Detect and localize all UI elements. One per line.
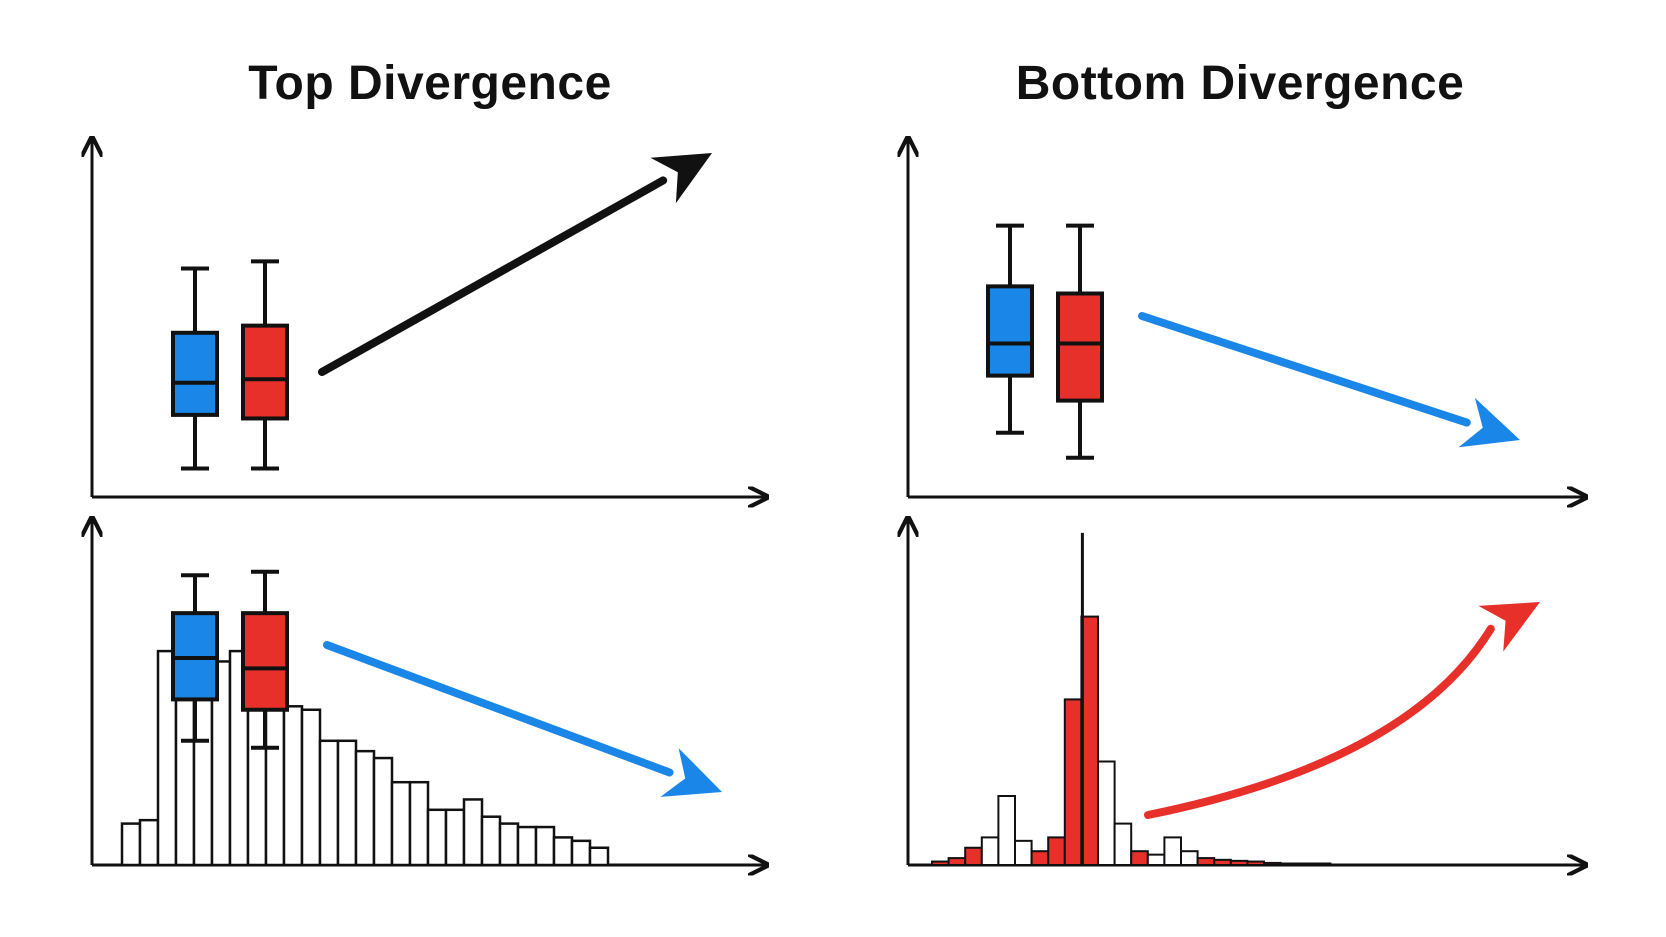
bl-histogram bbox=[120, 649, 610, 867]
bl-boxplot-red-box bbox=[241, 611, 289, 712]
tl-boxplot-blue-box bbox=[171, 330, 219, 417]
panel-bottom-left bbox=[92, 520, 765, 865]
bl-histogram-bar bbox=[516, 825, 538, 867]
br-histogram-bar bbox=[1279, 862, 1299, 866]
br-histogram-bar bbox=[997, 795, 1017, 866]
tl-trend-arrow-head bbox=[650, 153, 712, 204]
bl-histogram-bar bbox=[534, 825, 556, 867]
bl-histogram-bar bbox=[282, 705, 304, 867]
br-histogram-bar bbox=[1180, 850, 1199, 867]
br-trend-arrow-shaft bbox=[1144, 624, 1495, 819]
tl-boxplot-red bbox=[241, 259, 289, 471]
bl-histogram-bar bbox=[570, 839, 592, 867]
br-histogram-bar bbox=[1246, 860, 1266, 866]
tr-boxplot-red bbox=[1056, 223, 1104, 460]
br-histogram-bar bbox=[1146, 853, 1166, 867]
tr-boxplot-blue-box bbox=[986, 284, 1034, 378]
bl-histogram-bar bbox=[390, 780, 412, 867]
br-histogram-bar bbox=[1130, 850, 1149, 867]
bl-histogram-bar bbox=[300, 708, 322, 867]
bl-histogram-bar bbox=[408, 780, 430, 867]
bl-histogram-bar bbox=[552, 836, 574, 867]
bl-histogram-bar bbox=[588, 846, 610, 867]
bl-trend-arrow bbox=[323, 641, 722, 797]
tr-trend-arrow-head bbox=[1458, 397, 1520, 448]
br-histogram-bar bbox=[1063, 698, 1083, 867]
bl-histogram-bar bbox=[120, 822, 142, 867]
panel-bottom-right bbox=[908, 520, 1584, 865]
br-histogram-bar bbox=[1263, 861, 1282, 866]
title-top-divergence: Top Divergence bbox=[248, 57, 612, 110]
tr-boxplot-red-box bbox=[1056, 291, 1104, 403]
title-bottom-divergence: Bottom Divergence bbox=[1015, 57, 1465, 110]
bl-boxplot-red bbox=[241, 569, 289, 750]
bl-boxplot-blue bbox=[171, 573, 219, 743]
br-histogram-bar bbox=[931, 860, 950, 866]
bl-histogram-bar bbox=[372, 756, 394, 867]
panel-top-right bbox=[908, 140, 1584, 497]
bl-histogram-bar bbox=[498, 822, 520, 867]
br-histogram bbox=[931, 615, 1332, 867]
br-histogram-bar bbox=[1213, 858, 1232, 867]
bl-histogram-bar bbox=[336, 739, 358, 867]
tl-boxplot-blue bbox=[171, 266, 219, 471]
br-histogram-bar bbox=[1030, 850, 1050, 867]
br-histogram-bar bbox=[980, 836, 1000, 867]
panel-top-left bbox=[92, 140, 765, 497]
bl-histogram-bar bbox=[462, 798, 484, 867]
br-histogram-bar bbox=[1296, 862, 1315, 866]
br-histogram-bar bbox=[1097, 760, 1116, 866]
br-histogram-bar bbox=[1163, 836, 1183, 867]
br-trend-arrow bbox=[1144, 602, 1540, 819]
bl-histogram-bar bbox=[138, 818, 160, 867]
tr-trend-arrow bbox=[1138, 312, 1520, 448]
br-histogram-bar bbox=[1113, 822, 1133, 866]
bl-histogram-bar bbox=[444, 808, 466, 867]
br-histogram-bar bbox=[1014, 839, 1033, 866]
tl-trend-arrow bbox=[318, 153, 712, 376]
bl-trend-arrow-head bbox=[660, 748, 722, 797]
br-histogram-bar bbox=[1196, 857, 1216, 866]
bl-histogram-bar bbox=[426, 808, 448, 867]
bl-histogram-bar bbox=[480, 815, 502, 867]
br-trend-arrow-head bbox=[1478, 602, 1540, 652]
tr-trend-arrow-shaft bbox=[1138, 312, 1471, 427]
br-histogram-bar bbox=[1047, 836, 1066, 867]
tr-boxplot-blue bbox=[986, 223, 1034, 435]
br-histogram-bar bbox=[964, 846, 983, 866]
bl-histogram-bar bbox=[354, 749, 376, 867]
tl-trend-arrow-shaft bbox=[318, 176, 668, 376]
br-histogram-bar bbox=[1229, 859, 1249, 866]
br-histogram-bar bbox=[1312, 862, 1332, 866]
bl-trend-arrow-shaft bbox=[323, 641, 674, 777]
br-histogram-bar bbox=[947, 857, 967, 866]
bl-histogram-bar bbox=[318, 739, 340, 867]
tl-boxplot-red-box bbox=[241, 323, 289, 421]
